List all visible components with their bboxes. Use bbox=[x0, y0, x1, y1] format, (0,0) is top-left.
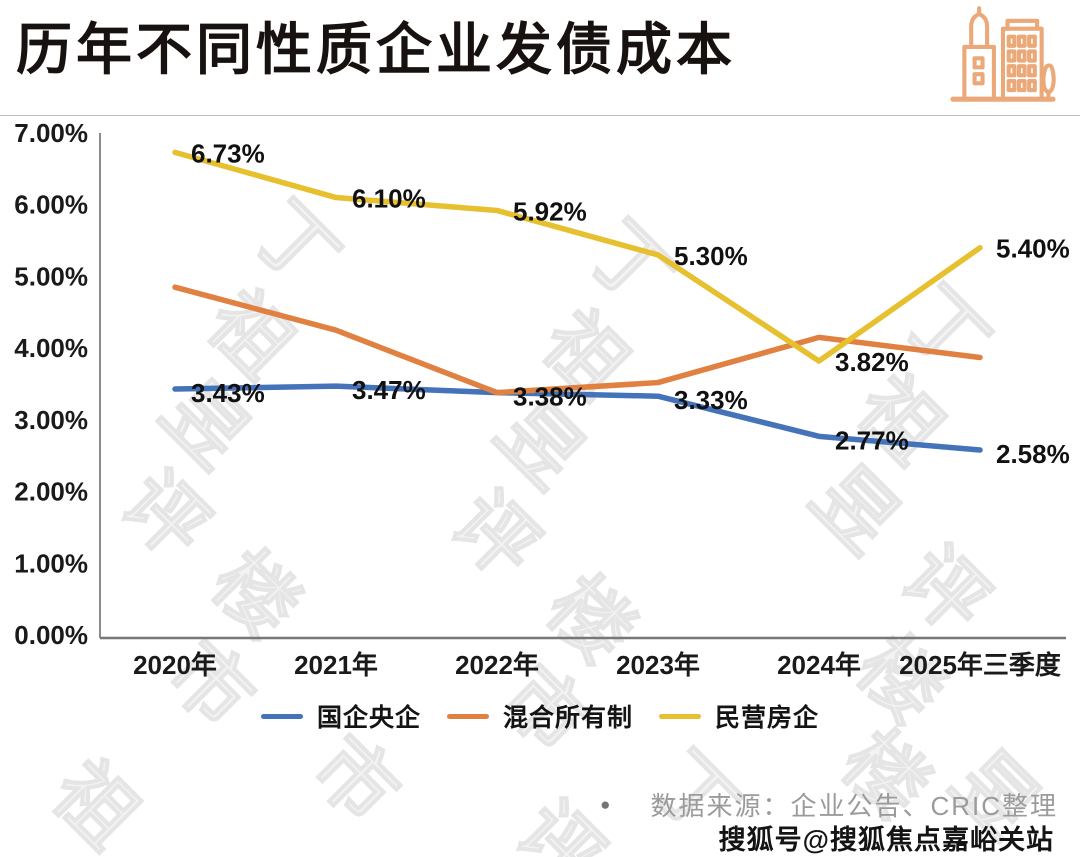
legend-swatch bbox=[446, 713, 489, 719]
series-line-国企央企 bbox=[172, 383, 983, 453]
y-tick-label: 5.00% bbox=[14, 261, 88, 291]
legend-item-混合所有制: 混合所有制 bbox=[446, 698, 633, 734]
data-label: 3.82% bbox=[835, 347, 909, 377]
data-label: 5.40% bbox=[996, 234, 1070, 264]
data-label: 3.38% bbox=[513, 382, 587, 412]
data-label: 6.10% bbox=[352, 184, 426, 214]
x-tick-label: 2025年三季度 bbox=[899, 650, 1061, 680]
x-tick-label: 2021年 bbox=[294, 650, 378, 680]
y-tick-label: 2.00% bbox=[14, 477, 88, 507]
data-label: 2.58% bbox=[996, 439, 1070, 469]
data-label: 5.92% bbox=[513, 196, 587, 226]
legend-item-国企央企: 国企央企 bbox=[260, 698, 421, 734]
legend-label: 民营房企 bbox=[715, 704, 820, 732]
legend-label: 国企央企 bbox=[316, 704, 421, 732]
x-tick-label: 2024年 bbox=[777, 650, 861, 680]
y-tick-label: 4.00% bbox=[14, 333, 88, 363]
data-label: 2.77% bbox=[835, 425, 909, 455]
legend-label: 混合所有制 bbox=[502, 704, 633, 732]
data-label: 5.30% bbox=[674, 241, 748, 271]
x-tick-label: 2022年 bbox=[455, 650, 539, 680]
chart-title: 历年不同性质企业发债成本 bbox=[16, 18, 736, 81]
header-divider bbox=[0, 115, 1080, 116]
data-source-row: ● 数据来源：企业公告、CRIC整理 bbox=[600, 786, 1058, 823]
legend-item-民营房企: 民营房企 bbox=[659, 698, 819, 734]
x-tick-label: 2020年 bbox=[133, 650, 217, 680]
sohu-account-watermark: 搜狐号@搜狐焦点嘉峪关站 bbox=[718, 825, 1054, 855]
legend-swatch bbox=[659, 713, 701, 719]
data-label: 6.73% bbox=[191, 138, 265, 168]
data-source-text: 数据来源：企业公告、CRIC整理 bbox=[650, 791, 1058, 821]
chart-legend: 国企央企 混合所有制 民营房企 bbox=[0, 698, 1080, 734]
series-line-民营房企 bbox=[172, 149, 983, 364]
city-buildings-icon bbox=[950, 6, 1056, 102]
data-label: 3.33% bbox=[674, 385, 748, 415]
x-tick-label: 2023年 bbox=[616, 650, 700, 680]
data-label: 3.43% bbox=[191, 378, 265, 408]
y-tick-label: 6.00% bbox=[14, 190, 88, 220]
y-tick-label: 1.00% bbox=[14, 548, 88, 578]
y-tick-label: 3.00% bbox=[14, 405, 88, 435]
y-tick-label: 0.00% bbox=[14, 620, 88, 650]
bullet-icon: ● bbox=[600, 795, 611, 814]
data-label: 3.47% bbox=[352, 375, 426, 405]
y-tick-label: 7.00% bbox=[14, 118, 88, 148]
legend-swatch bbox=[260, 713, 303, 719]
